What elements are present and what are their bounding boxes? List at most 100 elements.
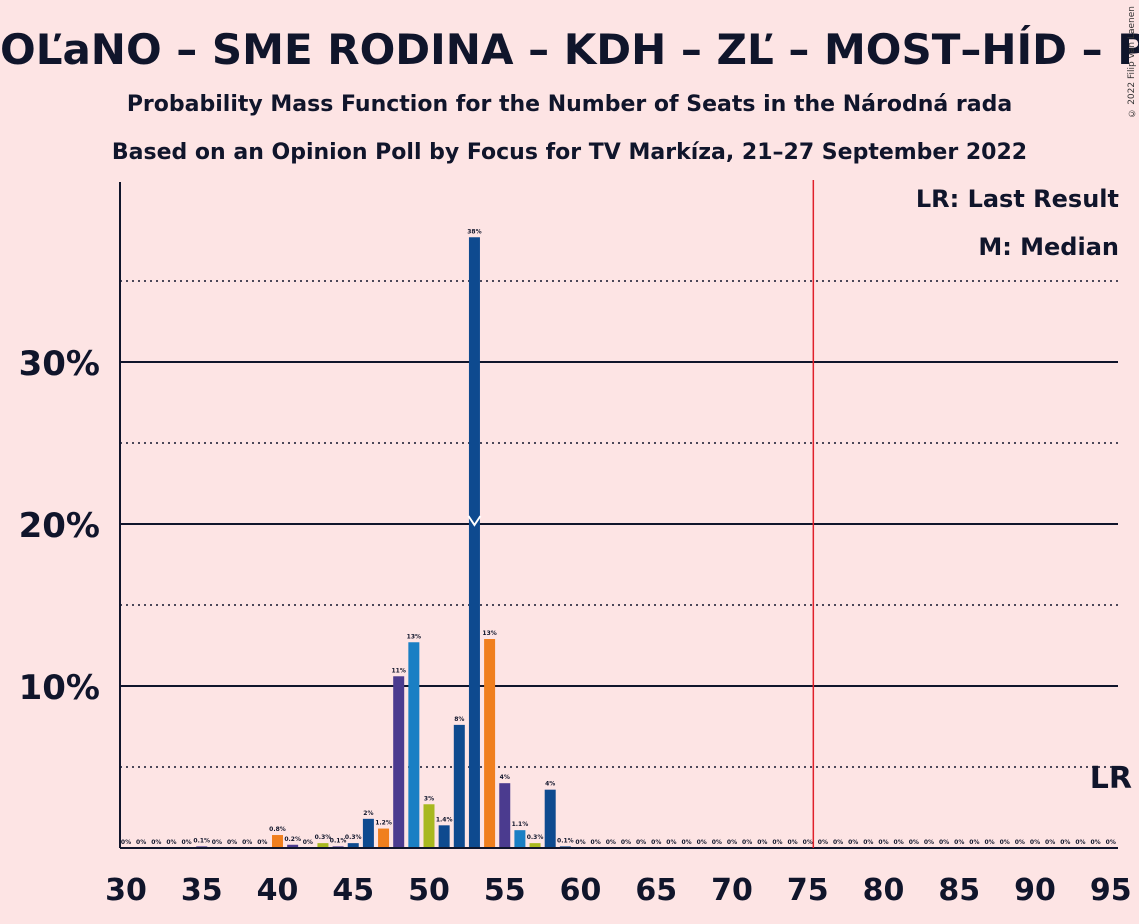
bar-label-94: 0% — [1091, 839, 1101, 846]
bar-label-79: 0% — [863, 839, 873, 846]
bar-label-45: 0.3% — [345, 834, 362, 841]
bar-label-75: 0% — [803, 839, 813, 846]
bar-seats-58 — [544, 789, 556, 848]
x-tick-label: 75 — [787, 873, 829, 908]
bar-label-88: 0% — [1000, 839, 1010, 846]
bar-label-30: 0% — [121, 839, 131, 846]
bar-label-68: 0% — [697, 839, 707, 846]
median-marker — [467, 515, 482, 527]
bar-label-87: 0% — [984, 839, 994, 846]
bar-seats-43 — [317, 843, 329, 848]
axes: 10% 20% 30% 30 35 40 45 50 55 60 65 70 75 80 85 90 95 — [19, 182, 1132, 908]
bar-seats-50 — [423, 804, 435, 848]
bar-label-57: 0.3% — [527, 834, 544, 841]
bar-seats-57 — [529, 843, 541, 848]
bar-labels: 0% 0% 0% 0% 0% 0.1% 0% 0% 0% 0%0.8%0.2% 0%0.3%0.1%… — [121, 228, 1116, 846]
y-tick-label: 10% — [19, 668, 100, 708]
x-tick-label: 45 — [332, 873, 374, 908]
bar-label-61: 0% — [591, 839, 601, 846]
bar-label-70: 0% — [727, 839, 737, 846]
bar-label-59: 0.1% — [557, 837, 574, 844]
bar-label-51: 1.4% — [436, 816, 453, 823]
bar-label-49: 13% — [407, 633, 421, 640]
bar-seats-53 — [468, 237, 480, 848]
bar-label-41: 0.2% — [284, 836, 301, 843]
bar-seats-55 — [499, 783, 511, 848]
bar-label-76: 0% — [818, 839, 828, 846]
bar-label-92: 0% — [1060, 839, 1070, 846]
bar-label-85: 0% — [954, 839, 964, 846]
bar-label-46: 2% — [363, 810, 373, 817]
x-tick-label: 90 — [1014, 873, 1056, 908]
bar-label-67: 0% — [681, 839, 691, 846]
bar-label-64: 0% — [636, 839, 646, 846]
bar-label-34: 0% — [182, 839, 192, 846]
bar-seats-52 — [453, 724, 465, 848]
bar-label-36: 0% — [212, 839, 222, 846]
x-tick-label: 50 — [408, 873, 450, 908]
bar-label-40: 0.8% — [269, 826, 286, 833]
last-result-marker: LR — [1090, 761, 1132, 796]
bar-label-84: 0% — [939, 839, 949, 846]
chart-title: OĽaNO – SME RODINA – KDH – ZĽ – MOST–HÍD… — [0, 25, 1139, 74]
bar-label-32: 0% — [151, 839, 161, 846]
y-tick-label: 30% — [19, 344, 100, 384]
bar-label-95: 0% — [1106, 839, 1116, 846]
bar-label-89: 0% — [1015, 839, 1025, 846]
y-tick-label: 20% — [19, 506, 100, 546]
bar-label-93: 0% — [1075, 839, 1085, 846]
bar-seats-40 — [272, 835, 283, 848]
bar-label-74: 0% — [788, 839, 798, 846]
bar-label-48: 11% — [392, 667, 406, 674]
bar-label-56: 1.1% — [512, 821, 529, 828]
bar-seats-46 — [362, 818, 374, 848]
bar-label-50: 3% — [424, 795, 434, 802]
bar-label-54: 13% — [482, 630, 496, 637]
x-tick-label: 55 — [484, 873, 526, 908]
x-tick-label: 30 — [105, 873, 147, 908]
bar-label-86: 0% — [969, 839, 979, 846]
x-tick-label: 65 — [635, 873, 677, 908]
bar-label-69: 0% — [712, 839, 722, 846]
bar-label-52: 8% — [454, 716, 464, 723]
bar-label-73: 0% — [772, 839, 782, 846]
bar-label-39: 0% — [257, 839, 267, 846]
bar-label-38: 0% — [242, 839, 252, 846]
x-tick-label: 60 — [560, 873, 602, 908]
x-tick-label: 40 — [257, 873, 299, 908]
bar-label-63: 0% — [621, 839, 631, 846]
bar-seats-41 — [287, 844, 299, 848]
bar-label-60: 0% — [575, 839, 585, 846]
x-tick-label: 70 — [711, 873, 753, 908]
bar-label-31: 0% — [136, 839, 146, 846]
bar-label-90: 0% — [1030, 839, 1040, 846]
legend-last-result: LR: Last Result — [915, 185, 1119, 213]
x-tick-label: 85 — [938, 873, 980, 908]
bar-label-81: 0% — [894, 839, 904, 846]
bar-label-80: 0% — [878, 839, 888, 846]
bar-label-91: 0% — [1045, 839, 1055, 846]
bar-seats-51 — [438, 825, 450, 848]
x-tick-label: 80 — [863, 873, 905, 908]
bar-seats-54 — [484, 639, 496, 848]
legend-median: M: Median — [978, 233, 1119, 261]
bar-seats-48 — [393, 676, 405, 848]
bar-label-43: 0.3% — [315, 834, 332, 841]
bar-label-82: 0% — [909, 839, 919, 846]
bar-label-44: 0.1% — [330, 837, 347, 844]
x-tick-label: 95 — [1090, 873, 1132, 908]
bar-seats-56 — [514, 830, 526, 848]
bar-label-53: 38% — [467, 228, 481, 235]
bar-label-37: 0% — [227, 839, 237, 846]
bar-label-78: 0% — [848, 839, 858, 846]
bar-label-77: 0% — [833, 839, 843, 846]
markers: LR — [467, 180, 1132, 848]
bar-label-71: 0% — [742, 839, 752, 846]
x-tick-label: 35 — [181, 873, 223, 908]
bar-label-66: 0% — [666, 839, 676, 846]
bar-label-55: 4% — [500, 774, 510, 781]
bar-label-72: 0% — [757, 839, 767, 846]
bar-label-58: 4% — [545, 781, 555, 788]
bar-seats-45 — [347, 843, 359, 848]
